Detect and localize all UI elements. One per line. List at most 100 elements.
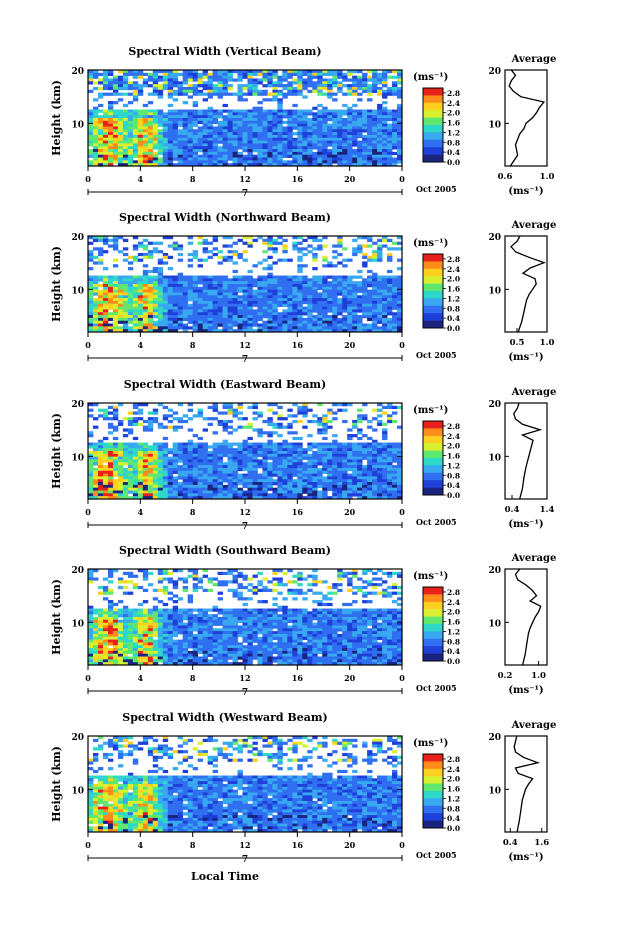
heatmap-cell [173, 298, 178, 301]
colorbar-segment [423, 313, 443, 315]
heatmap-cell [307, 121, 312, 124]
colorbar-segment [423, 440, 443, 442]
heatmap-cell [188, 112, 193, 115]
heatmap-cell [352, 276, 357, 279]
heatmap-cell [387, 160, 392, 163]
heatmap-cell [292, 485, 297, 488]
heatmap-cell [347, 312, 352, 315]
heatmap-cell [233, 315, 238, 318]
heatmap-cell [213, 465, 218, 468]
heatmap-cell [342, 485, 347, 488]
heatmap-cell [173, 284, 178, 287]
heatmap-cell [188, 143, 193, 146]
heatmap-cell [213, 326, 218, 329]
heatmap-cell [297, 298, 302, 301]
heatmap-cell [128, 411, 133, 414]
heatmap-cell [163, 437, 168, 440]
heatmap-cell [168, 95, 173, 98]
heatmap-cell [93, 491, 98, 494]
heatmap-cell [302, 152, 307, 155]
heatmap-cell [337, 110, 342, 113]
heatmap-cell [267, 287, 272, 290]
heatmap-cell [143, 301, 148, 304]
heatmap-cell [238, 324, 243, 327]
heatmap-cell [247, 406, 252, 409]
heatmap-cell [322, 138, 327, 141]
heatmap-cell [352, 158, 357, 161]
heatmap-cell [267, 129, 272, 132]
heatmap-cell [377, 152, 382, 155]
heatmap-cell [183, 476, 188, 479]
heatmap-cell [252, 488, 257, 491]
heatmap-cell [173, 143, 178, 146]
heatmap-cell [138, 158, 143, 161]
heatmap-cell [228, 431, 233, 434]
heatmap-cell [118, 468, 123, 471]
heatmap-cell [387, 445, 392, 448]
heatmap-cell [322, 110, 327, 113]
heatmap-cell [153, 420, 158, 423]
heatmap-cell [228, 78, 233, 81]
heatmap-cell [377, 104, 382, 107]
heatmap-cell [252, 476, 257, 479]
heatmap-cell [233, 292, 238, 295]
heatmap-cell [168, 281, 173, 284]
heatmap-cell [213, 468, 218, 471]
heatmap-cell [322, 264, 327, 267]
heatmap-cell [88, 324, 93, 327]
heatmap-cell [387, 406, 392, 409]
heatmap-cell [118, 451, 123, 454]
heatmap-cell [188, 440, 193, 443]
heatmap-cell [93, 278, 98, 281]
heatmap-cell [88, 326, 93, 329]
heatmap-cell [213, 318, 218, 321]
heatmap-cell [247, 485, 252, 488]
heatmap-cell [362, 87, 367, 90]
heatmap-cell [203, 98, 208, 101]
heatmap-cell [233, 312, 238, 315]
heatmap-cell [312, 112, 317, 115]
heatmap-cell [347, 84, 352, 87]
heatmap-cell [148, 428, 153, 431]
heatmap-cell [113, 146, 118, 149]
heatmap-cell [168, 112, 173, 115]
heatmap-cell [213, 417, 218, 420]
heatmap-cell [387, 476, 392, 479]
heatmap-cell [113, 465, 118, 468]
heatmap-cell [317, 78, 322, 81]
heatmap-cell [317, 160, 322, 163]
heatmap-cell [382, 93, 387, 96]
heatmap-cell [357, 454, 362, 457]
heatmap-cell [108, 152, 113, 155]
heatmap-cell [188, 259, 193, 262]
heatmap-cell [277, 126, 282, 129]
heatmap-cell [138, 135, 143, 138]
heatmap-cell [193, 143, 198, 146]
heatmap-cell [153, 155, 158, 158]
heatmap-cell [352, 87, 357, 90]
heatmap-cell [108, 101, 113, 104]
heatmap-cell [88, 124, 93, 127]
heatmap-cell [387, 155, 392, 158]
heatmap-cell [267, 138, 272, 141]
heatmap-cell [228, 292, 233, 295]
heatmap-cell [208, 318, 213, 321]
heatmap-cell [243, 284, 248, 287]
heatmap-cell [108, 304, 113, 307]
heatmap-cell [163, 87, 168, 90]
heatmap-cell [203, 141, 208, 144]
heatmap-cell [203, 158, 208, 161]
heatmap-cell [238, 451, 243, 454]
heatmap-cell [332, 318, 337, 321]
heatmap-cell [262, 160, 267, 163]
heatmap-cell [297, 270, 302, 273]
heatmap-cell [128, 158, 133, 161]
heatmap-cell [243, 451, 248, 454]
heatmap-cell [322, 143, 327, 146]
heatmap-cell [387, 298, 392, 301]
heatmap-cell [302, 284, 307, 287]
heatmap-cell [272, 474, 277, 477]
heatmap-cell [297, 474, 302, 477]
heatmap-cell [362, 292, 367, 295]
heatmap-cell [158, 462, 163, 465]
